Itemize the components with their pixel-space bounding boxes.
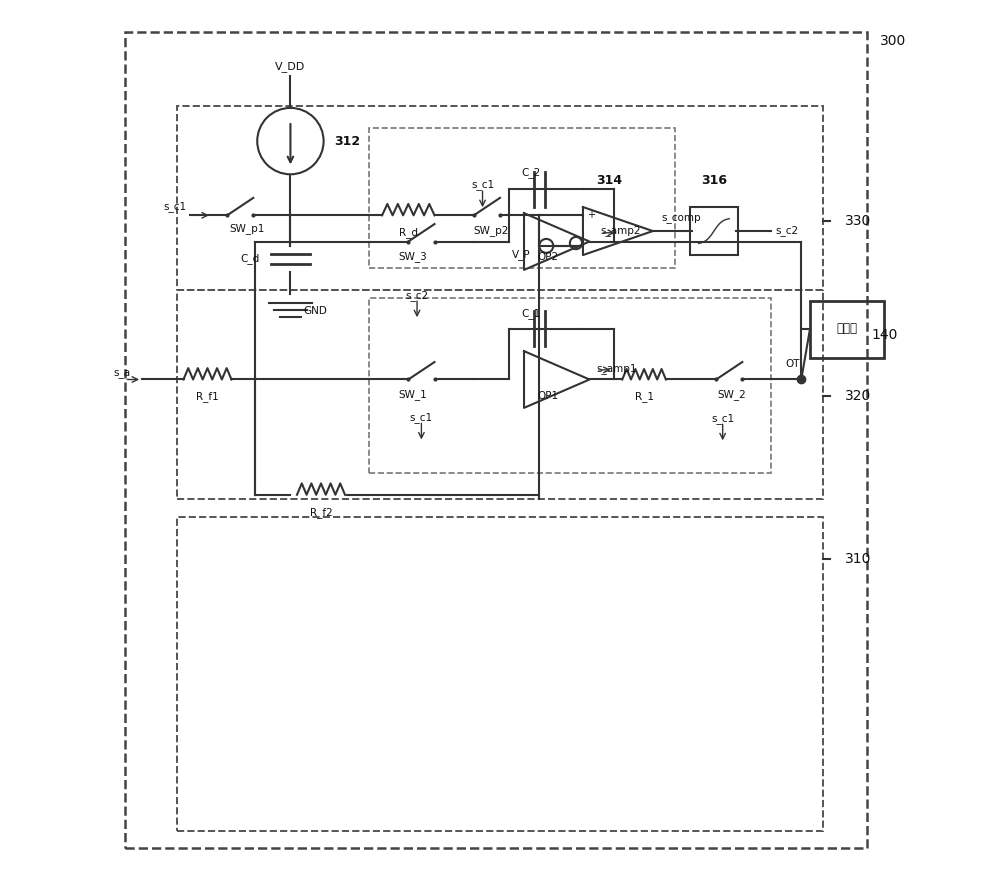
Text: 312: 312	[334, 135, 360, 147]
Text: OT: OT	[785, 359, 800, 369]
Text: 316: 316	[701, 174, 727, 187]
Text: SW_2: SW_2	[717, 389, 746, 399]
Text: 140: 140	[871, 328, 897, 342]
Text: s_c1: s_c1	[711, 413, 734, 424]
Text: 300: 300	[880, 33, 906, 47]
Text: 314: 314	[596, 174, 622, 187]
Text: 扬声器: 扬声器	[837, 322, 858, 336]
Text: s_c1: s_c1	[164, 201, 187, 212]
Text: s_amp2: s_amp2	[600, 225, 641, 236]
Text: s_c2: s_c2	[405, 290, 429, 301]
Text: s_a: s_a	[113, 368, 130, 378]
Text: OP2: OP2	[537, 252, 559, 262]
Text: SW_3: SW_3	[398, 251, 427, 262]
Text: GND: GND	[304, 307, 327, 316]
Text: R_1: R_1	[635, 391, 654, 401]
Text: OP1: OP1	[537, 391, 559, 401]
Text: SW_p1: SW_p1	[229, 223, 264, 234]
Text: 320: 320	[845, 389, 871, 403]
Text: C_1: C_1	[521, 307, 540, 319]
Text: s_amp1: s_amp1	[596, 363, 637, 373]
Text: C_d: C_d	[241, 253, 260, 265]
Text: SW_1: SW_1	[398, 389, 427, 399]
Text: SW_p2: SW_p2	[474, 225, 509, 236]
Text: 330: 330	[845, 215, 871, 229]
Text: V_DD: V_DD	[275, 61, 306, 73]
Text: s_c2: s_c2	[775, 226, 798, 237]
Text: R_d: R_d	[399, 228, 418, 238]
Text: V_P: V_P	[512, 249, 531, 260]
Text: s_comp: s_comp	[662, 213, 701, 223]
Text: R_f1: R_f1	[196, 391, 219, 401]
Text: 310: 310	[845, 552, 871, 566]
Text: R_f2: R_f2	[310, 507, 332, 518]
Text: s_c1: s_c1	[471, 180, 494, 190]
Text: C_2: C_2	[521, 167, 540, 178]
Text: +: +	[587, 209, 595, 220]
Text: s_c1: s_c1	[410, 413, 433, 423]
